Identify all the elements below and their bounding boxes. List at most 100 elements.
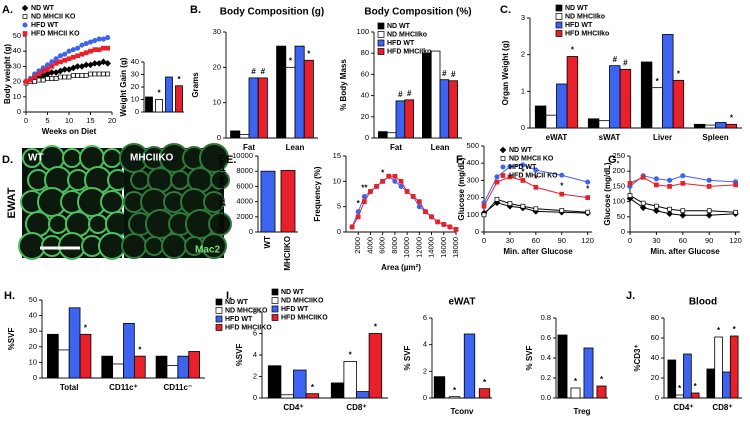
marker: [654, 182, 659, 188]
marker: [91, 60, 99, 67]
micrograph-label: MHCIIKO: [130, 153, 174, 164]
x-axis-label: Min. after Glucose: [503, 247, 573, 256]
bar: [570, 387, 581, 399]
y-tick-label: 40: [29, 311, 37, 320]
bar: [596, 385, 607, 399]
bar: [404, 99, 414, 139]
significance: *: [177, 75, 181, 84]
y-tick-label: 0: [521, 123, 525, 132]
bar: [177, 355, 190, 379]
y-tick-label: 30: [29, 326, 37, 335]
marker: [361, 193, 367, 200]
y-tick-label: 40: [131, 57, 139, 66]
marker: [386, 173, 392, 179]
adipocyte: [62, 148, 82, 168]
y-tick-label: 0: [33, 373, 37, 382]
significance: *: [574, 377, 578, 386]
y-tick-label: 5: [337, 202, 341, 211]
y-tick-label: 4: [253, 350, 257, 359]
x-tick-label: 120: [729, 236, 742, 245]
x-tick-label: eWAT: [546, 133, 568, 142]
significance: *: [349, 351, 353, 360]
y-tick-label: 500: [466, 141, 479, 150]
bar: [386, 132, 397, 139]
marker: [96, 71, 102, 77]
marker: [57, 53, 63, 59]
legend-label: HFD WT: [387, 40, 415, 47]
significance: *: [84, 323, 88, 332]
y-tick-label: 50: [617, 212, 625, 221]
bar: [729, 335, 739, 399]
legend-swatch: [377, 22, 385, 30]
panel-label: A.: [2, 4, 13, 16]
x-tick-label: CD4⁺: [673, 403, 693, 412]
marker: [48, 69, 56, 76]
legend-marker: [500, 156, 506, 161]
y-tick-label: 0: [249, 227, 253, 236]
legend-swatch: [215, 324, 223, 331]
y-tick-label: 10: [13, 92, 21, 101]
marker: [441, 222, 447, 227]
bar: [704, 124, 716, 129]
y-tick-label: 30: [131, 69, 139, 78]
significance: *: [374, 323, 378, 332]
bar: [463, 333, 476, 399]
bar: [330, 382, 345, 399]
marker: [667, 177, 673, 183]
y-tick-label: 150: [612, 181, 625, 190]
bar: [609, 65, 621, 129]
legend-swatch: [215, 307, 223, 314]
x-tick-label: 30: [652, 236, 660, 245]
marker: [53, 61, 59, 66]
marker: [435, 219, 441, 225]
marker: [45, 67, 50, 72]
bar: [280, 394, 294, 399]
marker: [100, 36, 106, 42]
bar: [175, 85, 183, 113]
bar: [155, 355, 168, 379]
significance: #: [623, 58, 628, 67]
legend-label: HFD WT: [281, 306, 309, 313]
bar: [448, 80, 458, 139]
legend-swatch: [377, 48, 385, 55]
significance: #: [407, 89, 412, 98]
y-axis-label: Glucose (mg/dL): [457, 157, 466, 220]
marker: [520, 178, 526, 183]
x-tick-label: 60: [679, 236, 687, 245]
significance: #: [398, 90, 403, 99]
bar: [725, 123, 738, 129]
chart-title: Body Composition (%): [364, 7, 471, 18]
bar: [280, 170, 296, 233]
legend-marker: [22, 31, 28, 36]
y-tick-label: 10: [213, 98, 221, 107]
legend-swatch: [271, 288, 279, 296]
significance: #: [261, 67, 266, 76]
marker: [706, 184, 712, 189]
marker: [53, 56, 59, 62]
significance: **: [361, 184, 368, 193]
marker: [447, 224, 453, 230]
x-tick-label: Liver: [653, 133, 672, 142]
series-line: [351, 175, 457, 230]
y-tick-label: 0: [17, 107, 21, 116]
adipocyte: [170, 170, 190, 190]
bar: [239, 134, 250, 139]
legend-swatch: [215, 298, 223, 306]
significance: *: [483, 378, 487, 387]
legend-label: HFD MHCII KO: [509, 172, 558, 179]
y-axis-label: % SVF: [525, 345, 534, 370]
bar: [165, 76, 173, 113]
x-tick-label: Lean: [286, 143, 305, 152]
micrograph-side-label: EWAT: [6, 187, 18, 218]
y-tick-label: 10: [131, 94, 139, 103]
bar: [566, 56, 579, 129]
marker: [380, 178, 386, 184]
adipocyte: [102, 148, 122, 168]
bar: [133, 355, 146, 379]
legend-marker: [500, 173, 506, 178]
x-tick-label: 5: [45, 116, 49, 125]
y-axis-label: Glucose (mg/dL): [603, 162, 612, 225]
y-tick-label: 0.4: [541, 353, 551, 362]
y-tick-label: 200: [612, 166, 625, 175]
marker: [666, 210, 673, 218]
